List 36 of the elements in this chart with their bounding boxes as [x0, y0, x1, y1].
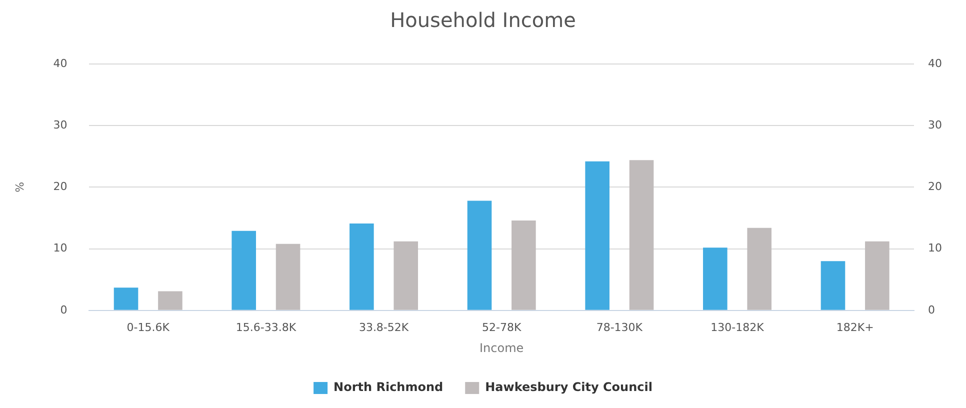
y2-tick-label: 0 — [928, 303, 936, 316]
bar — [703, 248, 728, 310]
bar — [350, 224, 374, 310]
bar — [865, 241, 890, 310]
bar — [114, 288, 138, 310]
y-tick-label: 40 — [53, 56, 68, 70]
bar — [629, 160, 654, 310]
bar — [232, 230, 256, 310]
y-tick-label: 30 — [53, 118, 68, 132]
legend-label: Hawkesbury City Council — [485, 380, 652, 394]
y-axis-title: % — [13, 182, 26, 192]
y2-tick-label: 20 — [928, 180, 942, 194]
chart-title: Household Income — [390, 8, 576, 32]
y2-tick-label: 10 — [928, 242, 942, 255]
x-axis-title: Income — [480, 340, 524, 355]
x-tick-label: 15.6-33.8K — [236, 320, 297, 334]
bar — [512, 220, 536, 310]
y2-tick-label: 40 — [928, 56, 942, 70]
bar — [394, 241, 418, 310]
bar — [585, 161, 610, 310]
bar — [276, 244, 300, 310]
y-tick-label: 20 — [53, 180, 68, 194]
bar — [747, 228, 772, 310]
x-tick-label: 33.8-52K — [358, 320, 410, 334]
bar — [158, 291, 182, 310]
x-tick-label: 78-130K — [596, 320, 644, 334]
y-tick-label: 0 — [60, 303, 68, 316]
x-tick-label: 130-182K — [710, 320, 765, 334]
y2-tick-label: 30 — [928, 118, 942, 132]
legend-label: North Richmond — [334, 380, 444, 394]
bar — [820, 261, 846, 310]
x-tick-label: 0-15.6K — [126, 320, 170, 334]
y-tick-label: 10 — [53, 242, 68, 255]
x-tick-label: 182K+ — [836, 320, 874, 334]
bar — [467, 200, 492, 310]
x-tick-label: 52-78K — [482, 320, 522, 334]
